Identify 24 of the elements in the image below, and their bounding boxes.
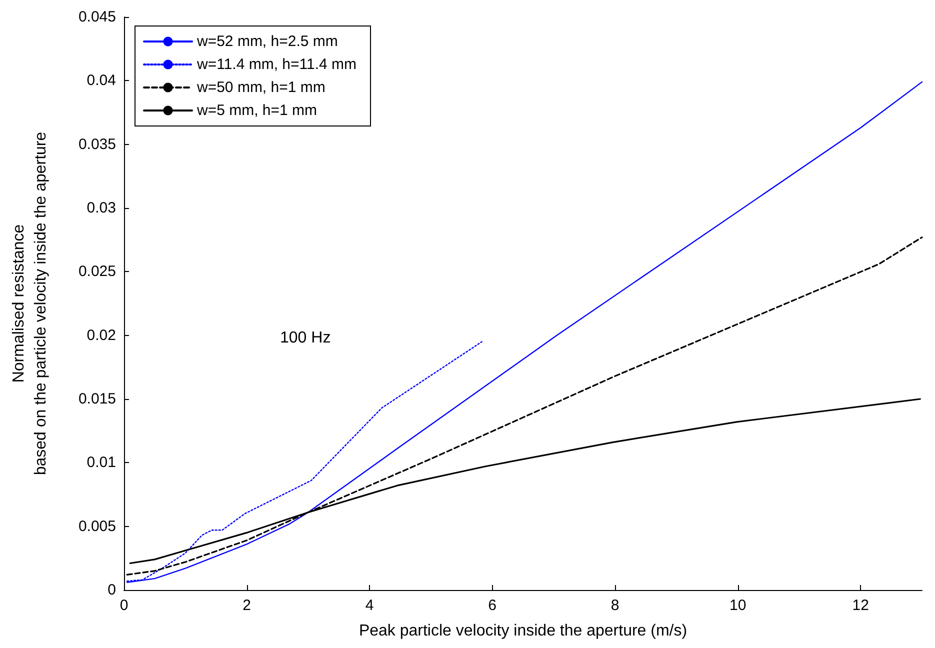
x-axis-title: Peak particle velocity inside the aperture (m/s) bbox=[358, 622, 688, 640]
x-tick-label: 8 bbox=[610, 597, 620, 614]
y-tick-label: 0.025 bbox=[78, 263, 116, 280]
x-tick-label: 0 bbox=[120, 597, 128, 614]
y-tick-label: 0.03 bbox=[86, 200, 116, 216]
y-tick-label: 0.04 bbox=[86, 72, 116, 90]
x-tick-label: 6 bbox=[488, 597, 496, 614]
legend-label: w=50 mm, h=1 mm bbox=[196, 79, 326, 96]
annotation: 100 Hz bbox=[280, 330, 331, 346]
y-axis-title: Normalised resistance based on the particle velocity inside the aperture bbox=[10, 132, 50, 476]
y-tick-label: 0 bbox=[108, 582, 116, 598]
x-tick-label: 10 bbox=[730, 597, 746, 614]
x-tick-label: 12 bbox=[852, 597, 869, 614]
legend-label: w=5 mm, h=1 mm bbox=[196, 102, 318, 119]
x-tick-label: 2 bbox=[242, 597, 251, 614]
legend-label: w=52 mm, h=2.5 mm bbox=[196, 33, 338, 50]
y-tick-label: 0.035 bbox=[78, 136, 116, 153]
y-tick-label: 0.005 bbox=[78, 518, 116, 535]
legend-label: w=11.4 mm, h=11.4 mm bbox=[196, 56, 357, 73]
y-tick-label: 0.015 bbox=[78, 390, 116, 408]
x-tick-label: 4 bbox=[365, 597, 374, 614]
y-tick-label: 0.01 bbox=[86, 454, 116, 472]
y-tick-label: 0.02 bbox=[86, 326, 116, 344]
y-tick-label: 0.045 bbox=[78, 8, 116, 26]
